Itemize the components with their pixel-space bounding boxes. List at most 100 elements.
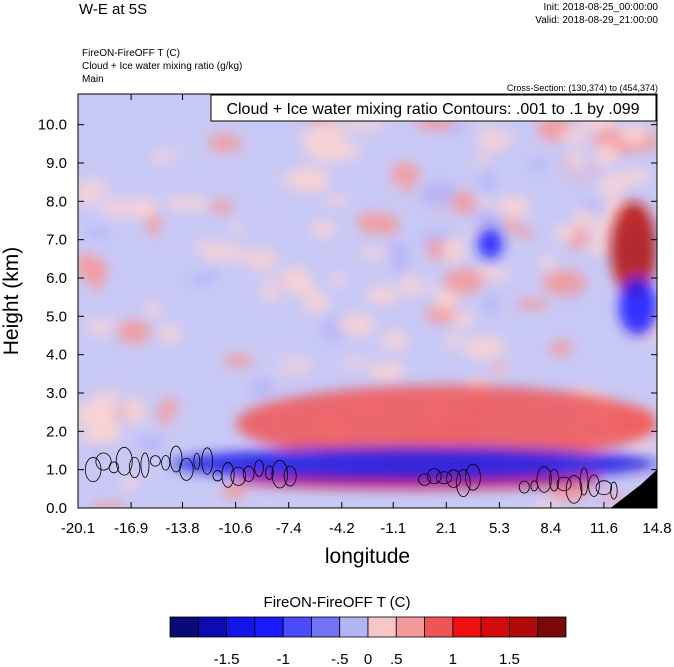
field-cell — [233, 276, 269, 291]
field-cell — [280, 266, 309, 295]
init-time: Init: 2018-08-25_00:00:00 — [543, 2, 658, 13]
cross-section-label: Cross-Section: (130,374) to (454,374) — [506, 83, 658, 93]
field-cell — [266, 360, 300, 371]
field-cell — [121, 160, 163, 177]
field-cell — [496, 196, 530, 219]
field-cell — [503, 219, 522, 233]
x-tick-label: -4.2 — [329, 520, 355, 537]
field-cell — [298, 291, 329, 314]
field-cell — [432, 289, 459, 310]
field-cell — [451, 191, 477, 215]
field-cell — [117, 319, 151, 344]
field-cell — [358, 211, 383, 234]
cloud-contour — [446, 469, 462, 488]
x-tick-label: 11.6 — [590, 520, 618, 537]
field-cell — [594, 143, 618, 166]
colorbar: -1.5 -1 -.5 0 .5 1 1.5 — [169, 616, 567, 667]
cloud-contour — [588, 474, 600, 497]
contour-label: Cloud + Ice water mixing ratio (g/kg) — [82, 61, 243, 72]
field-cell — [137, 436, 165, 452]
field-cell — [123, 198, 158, 218]
colorbar-swatch — [282, 616, 312, 638]
field-cell — [515, 298, 550, 310]
field-cell — [613, 475, 632, 492]
field-cell — [91, 266, 104, 294]
field-cell — [181, 214, 209, 243]
field-cell — [338, 314, 375, 337]
cloud-contour — [265, 465, 274, 480]
cloud-contour — [595, 480, 613, 496]
colorbar-swatch — [395, 616, 425, 638]
cloud-contour — [169, 445, 183, 473]
field-feature — [477, 228, 503, 259]
cloud-contour — [149, 455, 161, 467]
colorbar-tick-label: 0 — [364, 651, 372, 667]
field-cell — [462, 335, 505, 360]
field-cell — [418, 138, 445, 154]
field-cell — [190, 472, 204, 498]
cloud-contour — [230, 466, 247, 486]
field-features — [170, 201, 657, 489]
field-cell — [277, 225, 298, 249]
field-cell — [290, 490, 317, 508]
field-cell — [84, 306, 128, 324]
field-cell — [379, 128, 400, 153]
field-feature — [235, 385, 657, 462]
plot-frame — [77, 93, 658, 509]
colorbar-swatch — [509, 616, 539, 638]
field-cell — [540, 255, 557, 271]
x-tick-label: 14.8 — [642, 520, 671, 537]
field-cell — [121, 477, 138, 490]
field-cell — [306, 136, 342, 163]
field-cell — [420, 182, 459, 209]
cloud-contour — [115, 446, 133, 476]
cloud-contour — [193, 452, 201, 470]
cloud-contour — [418, 473, 432, 486]
field-cell — [401, 272, 417, 299]
field-cell — [191, 242, 218, 252]
field-cell — [249, 379, 274, 397]
x-tick-label: -10.6 — [219, 520, 253, 537]
field-cell — [599, 493, 627, 503]
colorbar-title: FireON-FireOFF T (C) — [263, 594, 411, 611]
field-cell — [359, 249, 393, 259]
field-cell — [492, 362, 505, 372]
annotation-box — [210, 94, 657, 122]
x-tick-label: 2.1 — [436, 520, 457, 537]
y-tick-label: 2.0 — [46, 423, 67, 440]
cloud-contour — [95, 452, 112, 471]
field-cell — [567, 150, 584, 169]
colorbar-swatch — [537, 616, 567, 638]
cloud-contour — [426, 468, 442, 485]
y-tick-label: 6.0 — [46, 270, 67, 287]
colorbar-swatch — [339, 616, 369, 638]
cloud-contour — [518, 480, 530, 494]
field-cell — [84, 149, 105, 171]
cloud-contour — [179, 457, 194, 481]
terrain — [610, 469, 657, 508]
y-tick-label: 3.0 — [46, 385, 67, 402]
field-feature — [618, 278, 657, 336]
field-cell — [519, 139, 558, 150]
field-cell — [553, 224, 577, 242]
field-cell — [89, 211, 128, 233]
field-cell — [244, 249, 278, 270]
field-cell — [209, 200, 235, 214]
field-cell — [207, 134, 242, 153]
y-tick-label: 1.0 — [46, 462, 67, 479]
valid-time: Valid: 2018-08-29_21:00:00 — [535, 15, 658, 26]
cloud-contours — [84, 445, 618, 504]
cloud-contour — [610, 481, 618, 500]
y-tick-label: 8.0 — [46, 193, 67, 210]
colorbar-tick-label: .5 — [390, 651, 403, 667]
field-cell — [529, 158, 549, 171]
field-cell — [470, 210, 505, 228]
field-cell — [294, 298, 310, 309]
field-cell — [382, 331, 408, 351]
field-label: FireON-FireOFF T (C) — [82, 48, 180, 59]
x-tick-label: -1.1 — [380, 520, 406, 537]
field-cell — [94, 321, 107, 338]
field-cell — [365, 286, 399, 305]
y-axis-label: Height (km) — [0, 247, 23, 356]
field-cell — [451, 311, 475, 327]
